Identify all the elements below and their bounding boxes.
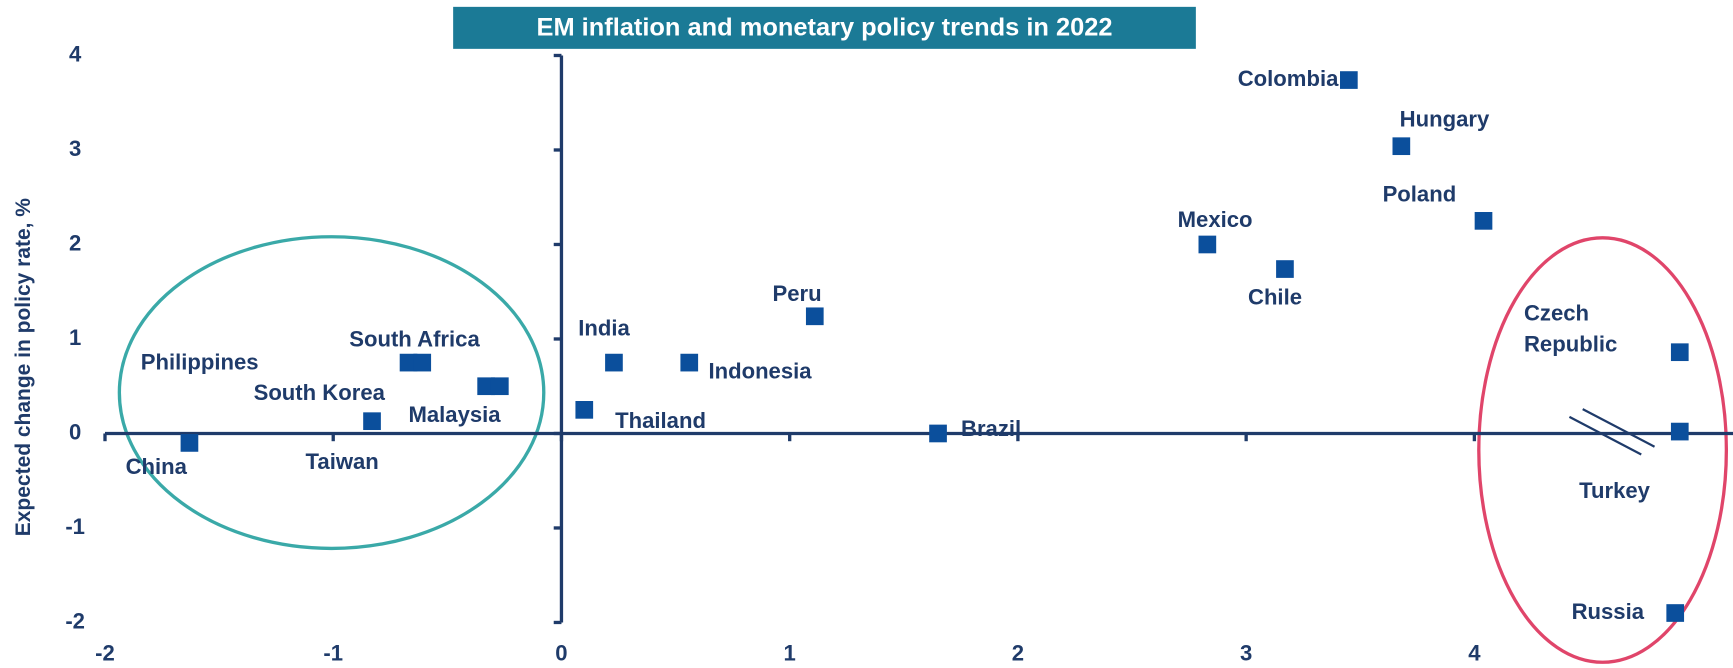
- x-tick-label: 4: [1468, 640, 1481, 665]
- point-label: Brazil: [961, 416, 1021, 441]
- point: [180, 434, 199, 452]
- point-label: China: [126, 454, 188, 479]
- y-tick-label: 3: [69, 136, 81, 161]
- point: [399, 353, 418, 372]
- point: [477, 377, 495, 396]
- x-tick-label: 0: [555, 640, 567, 665]
- point: [805, 307, 824, 326]
- highlight-ellipse: [1477, 236, 1729, 664]
- highlight-ellipse: [117, 235, 546, 551]
- point: [413, 353, 432, 372]
- point: [363, 412, 381, 431]
- axis-break: [1568, 415, 1642, 456]
- x-tick-label: 2: [1012, 640, 1024, 665]
- y-tick-label: -2: [65, 608, 85, 633]
- point-label: Philippines: [141, 350, 259, 375]
- point: [605, 353, 623, 372]
- point: [575, 401, 594, 419]
- point-label-box: Czech Republic: [1523, 302, 1618, 358]
- x-tick-label: -1: [323, 640, 343, 665]
- point-label: India: [578, 315, 630, 340]
- point: [490, 377, 509, 396]
- y-tick-label: 2: [69, 230, 81, 255]
- point-label: Mexico: [1178, 207, 1253, 232]
- x-tick-label: 3: [1240, 640, 1252, 665]
- axis-break: [1582, 408, 1656, 448]
- point-label: Czech Republic: [1523, 302, 1618, 358]
- point-label: Malaysia: [408, 402, 501, 427]
- point: [1392, 137, 1411, 156]
- point: [1670, 343, 1689, 362]
- point-label: South Africa: [349, 326, 480, 351]
- point-label: South Korea: [254, 380, 386, 405]
- y-tick-label: -1: [65, 514, 85, 539]
- point: [680, 353, 699, 372]
- point: [1198, 235, 1217, 254]
- point: [929, 424, 947, 443]
- point: [1474, 212, 1493, 230]
- point: [1276, 260, 1294, 278]
- point-label: Colombia: [1238, 66, 1339, 91]
- point-label: Turkey: [1579, 478, 1651, 503]
- point-label: Indonesia: [708, 358, 812, 383]
- y-tick-label: 4: [69, 41, 82, 66]
- point-label: Taiwan: [306, 449, 379, 474]
- y-tick-label: 0: [69, 419, 81, 444]
- y-axis-label: Expected change in policy rate, %: [12, 198, 35, 537]
- point-label: Poland: [1383, 181, 1457, 206]
- title-box: [453, 6, 1196, 49]
- point: [1340, 71, 1358, 89]
- point-label: Thailand: [615, 408, 706, 433]
- point-label: Peru: [773, 281, 822, 306]
- point-label: Chile: [1248, 285, 1302, 310]
- point-label: Hungary: [1400, 107, 1490, 132]
- x-tick-label: 1: [784, 640, 796, 665]
- point-label: Russia: [1572, 599, 1645, 624]
- point: [1666, 604, 1685, 622]
- y-tick-label: 1: [69, 325, 81, 350]
- chart-title: EM inflation and monetary policy trends …: [537, 14, 1113, 42]
- x-tick-label: -2: [95, 640, 115, 665]
- point: [1670, 422, 1689, 441]
